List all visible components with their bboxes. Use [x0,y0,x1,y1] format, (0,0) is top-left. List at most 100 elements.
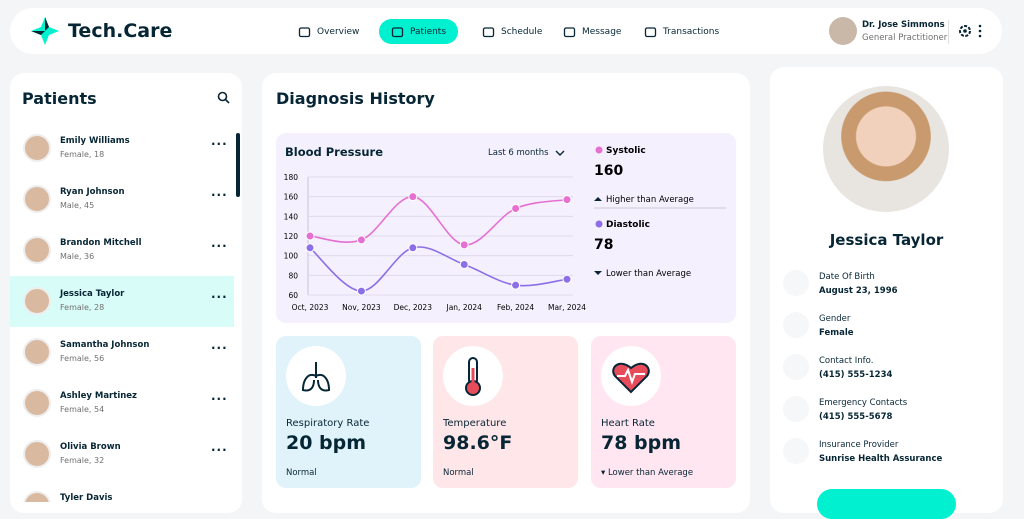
profile-photo [823,86,949,212]
patient-info: Female, 18 [60,150,105,159]
divider [948,20,949,44]
patient-avatar [23,338,51,366]
profile-field: Date Of Birth August 23, 1996 [783,270,993,310]
patient-row[interactable]: Tyler Davis [10,480,234,502]
vital-card: Respiratory Rate 20 bpm Normal [276,336,421,488]
y-tick-label: 120 [284,232,299,241]
patient-row[interactable]: Emily Williams Female, 18 ··· [10,123,234,174]
reading-value: 160 [594,163,623,179]
diagnosis-title: Diagnosis History [276,89,435,108]
profile-field: Contact Info. (415) 555-1234 [783,354,993,394]
nav-item[interactable]: Schedule [470,19,554,44]
bp-chart: 60 80 100 120 140 160 180 Oct, 2023 Nov, 2023 Dec… [284,146,726,312]
reading-note: Lower than Average [606,269,691,279]
more-button[interactable]: ··· [211,188,228,202]
trend-arrow [594,197,602,201]
nav-icon [644,26,657,37]
point [562,274,572,284]
more-button[interactable]: ··· [211,341,228,355]
field-label: Date Of Birth [819,272,875,282]
vital-glyph [612,362,650,394]
patient-row[interactable]: Ryan Johnson Male, 45 ··· [10,174,234,225]
more-button[interactable]: ··· [211,290,228,304]
patient-avatar [23,491,51,502]
field-value: Sunrise Health Assurance [819,454,943,464]
settings[interactable] [958,24,988,40]
profile-field: Gender Female [783,312,993,352]
more-button[interactable]: ··· [211,137,228,151]
vital-note: ▾ Lower than Average [601,468,694,478]
more-button[interactable]: ··· [211,443,228,457]
patients-title: Patients [22,89,97,108]
x-tick-label: Dec, 2023 [394,303,433,312]
nav-label[interactable]: Schedule [501,26,543,37]
patient-name: Jessica Taylor [60,289,125,299]
point [562,195,572,205]
bp-filter[interactable]: Last 6 months [488,148,549,158]
nav-label[interactable]: Message [582,26,622,37]
patient-info: Female, 54 [60,405,105,414]
nav-item[interactable]: Overview [286,19,371,44]
field-icon [783,312,809,338]
vital-icon [601,346,661,406]
nav-label[interactable]: Patients [410,26,447,37]
doctor-name: Dr. Jose Simmons [862,20,945,30]
y-tick-label: 80 [288,271,298,280]
more-button[interactable]: ··· [211,392,228,406]
field-value: Female [819,328,854,338]
nav-label[interactable]: Transactions [663,26,720,37]
field-icon [783,396,809,422]
patient-name: Tyler Davis [60,493,113,502]
nav-label[interactable]: Overview [317,26,360,37]
search-icon[interactable] [217,91,231,105]
legend-label: Diastolic [606,220,650,230]
point [356,286,366,296]
y-tick-label: 180 [284,173,299,182]
patient-name: Emily Williams [60,136,130,146]
y-tick-label: 60 [288,291,298,300]
patient-row[interactable]: Olivia Brown Female, 32 ··· [10,429,234,480]
patient-row[interactable]: Samantha Johnson Female, 56 ··· [10,327,234,378]
patient-name: Samantha Johnson [60,340,150,350]
nav-icon [298,26,311,37]
field-label: Gender [819,314,851,324]
vital-glyph [465,357,481,396]
legend-dot [595,220,603,228]
x-tick-label: Jan, 2024 [445,303,482,312]
vital-note: Normal [286,468,317,478]
y-tick-label: 100 [284,252,299,261]
more-button[interactable]: ··· [211,239,228,253]
trend-arrow [594,271,602,275]
scrollbar [236,133,240,197]
patient-row[interactable]: Jessica Taylor Female, 28 ··· [10,276,234,327]
field-icon [783,438,809,464]
vital-icon [443,346,503,406]
field-icon [783,354,809,380]
show-all-button[interactable] [817,489,956,519]
nav-icon [391,26,404,37]
profile-name: Jessica Taylor [829,231,944,249]
point [356,235,366,245]
nav-item[interactable]: Message [551,19,633,44]
bp-card [276,133,736,323]
point [305,243,315,253]
point [459,240,469,250]
patient-row[interactable]: Ashley Martinez Female, 54 ··· [10,378,234,429]
vital-label: Respiratory Rate [286,418,370,429]
doctor-avatar [829,17,857,45]
patient-avatar [23,185,51,213]
vital-label: Temperature [443,418,507,429]
x-tick-label: Nov, 2023 [342,303,381,312]
patient-row[interactable]: Brandon Mitchell Male, 36 ··· [10,225,234,276]
nav-item[interactable]: Patients [379,19,459,44]
x-tick-label: Feb, 2024 [497,303,534,312]
patient-info: Female, 56 [60,354,105,363]
dropdown-icon[interactable] [555,149,565,157]
nav-item[interactable]: Transactions [632,19,731,44]
patient-info: Male, 36 [60,252,95,261]
patient-avatar [23,236,51,264]
page: Tech.Care Overview Patients Schedule Messag… [10,8,1003,519]
patient-avatar [23,389,51,417]
patient-avatar [23,440,51,468]
vital-note: Normal [443,468,474,478]
